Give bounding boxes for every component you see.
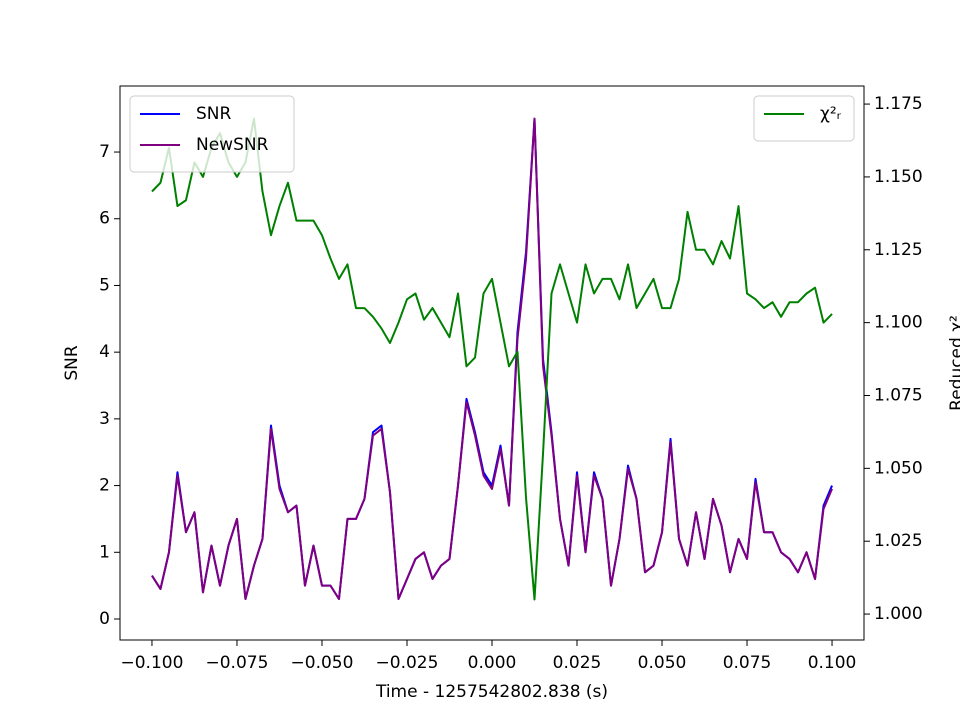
- plot-frame: [119, 85, 865, 641]
- y2-tick-label: 1.175: [874, 94, 923, 114]
- x-tick-label: −0.050: [291, 653, 354, 673]
- y-tick-label: 7: [99, 142, 110, 162]
- x-tick-label: −0.025: [376, 653, 439, 673]
- series-line: [151, 117, 833, 600]
- x-tick-label: −0.100: [121, 653, 184, 673]
- y-axis-label: SNR: [62, 345, 82, 381]
- y2-tick-label: 1.000: [874, 604, 923, 624]
- y2-tick-label: 1.050: [874, 458, 923, 478]
- y2-tick-label: 1.025: [874, 531, 923, 551]
- series-line: [151, 117, 833, 600]
- x-tick-label: 0.000: [468, 653, 517, 673]
- y-tick-label: 1: [99, 542, 110, 562]
- series-line: [151, 117, 833, 601]
- y-tick-label: 2: [99, 476, 110, 496]
- y2-tick-label: 1.075: [874, 385, 923, 405]
- y-tick-label: 0: [99, 609, 110, 629]
- legend-box: [753, 95, 855, 142]
- y-tick-label: 6: [99, 209, 110, 229]
- y2-axis-label: Reduced χ²: [947, 315, 960, 411]
- x-axis-label: Time - 1257542802.838 (s): [375, 682, 608, 702]
- y-tick-label: 5: [99, 275, 110, 295]
- x-tick-label: 0.075: [723, 653, 772, 673]
- legend-label: SNR: [196, 104, 232, 124]
- x-tick-label: 0.050: [638, 653, 687, 673]
- y2-tick-label: 1.150: [874, 167, 923, 187]
- y2-tick-label: 1.100: [874, 313, 923, 333]
- y-tick-label: 3: [99, 409, 110, 429]
- x-tick-label: 0.025: [553, 653, 602, 673]
- x-tick-label: −0.075: [206, 653, 269, 673]
- legend-label: χ²ᵣ: [820, 104, 842, 124]
- x-tick-label: 0.100: [808, 653, 857, 673]
- y2-tick-label: 1.125: [874, 240, 923, 260]
- legend-label: NewSNR: [196, 135, 269, 155]
- y-tick-label: 4: [99, 342, 110, 362]
